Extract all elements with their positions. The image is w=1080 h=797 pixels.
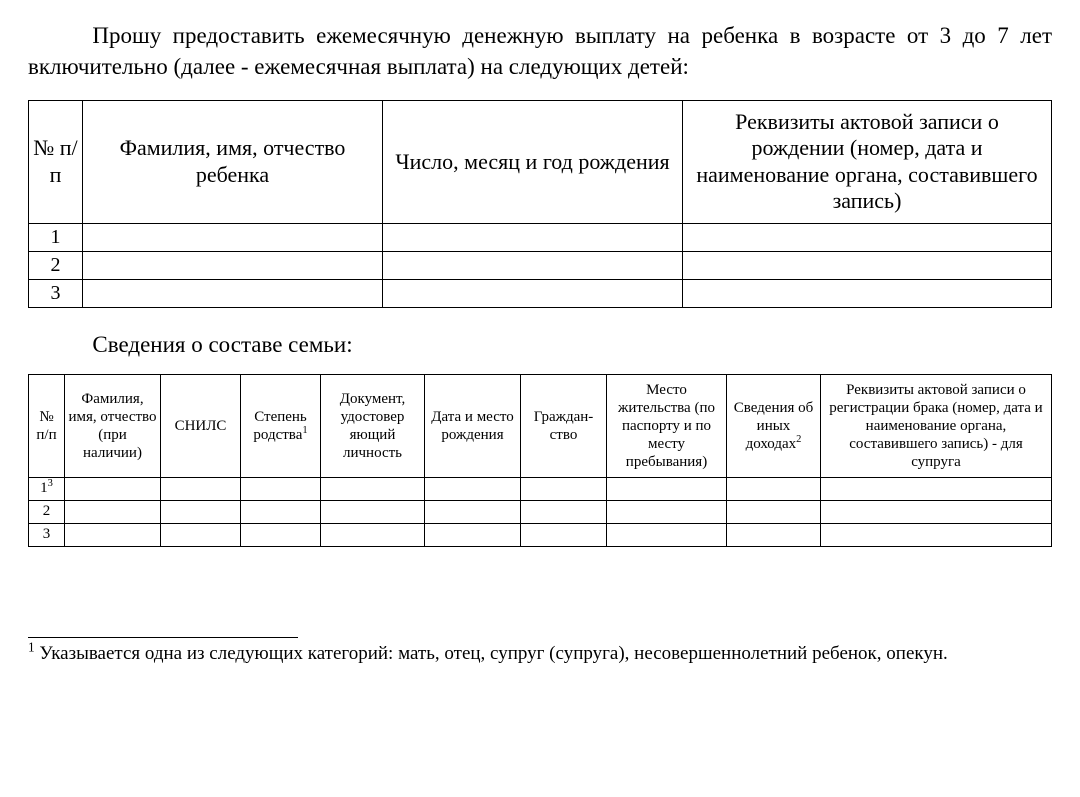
col-header-citizenship: Граждан-ство — [521, 374, 607, 477]
col-header-income: Сведения об иных доходах2 — [727, 374, 821, 477]
cell-fio — [83, 251, 383, 279]
intro-paragraph: Прошу предоставить ежемесячную денежную … — [28, 20, 1052, 82]
num-text: 3 — [43, 526, 51, 542]
cell-rec — [683, 251, 1052, 279]
cell-num: 13 — [29, 477, 65, 500]
cell — [161, 500, 241, 523]
cell — [727, 500, 821, 523]
footnote-text: Указывается одна из следующих категорий:… — [35, 643, 948, 664]
cell — [321, 477, 425, 500]
cell — [241, 477, 321, 500]
cell-num: 1 — [29, 223, 83, 251]
cell — [321, 500, 425, 523]
document-page: Прошу предоставить ежемесячную денежную … — [0, 0, 1080, 797]
table-row: 3 — [29, 523, 1052, 546]
cell — [521, 477, 607, 500]
table-header-row: № п/п Фамилия, имя, отчество (при наличи… — [29, 374, 1052, 477]
cell — [521, 500, 607, 523]
table-row: 13 — [29, 477, 1052, 500]
cell — [65, 477, 161, 500]
cell — [521, 523, 607, 546]
cell — [727, 523, 821, 546]
col-header-num: № п/п — [29, 374, 65, 477]
cell — [607, 523, 727, 546]
col-header-marriage: Реквизиты актовой записи о регистрации б… — [821, 374, 1052, 477]
table-header-row: № п/п Фамилия, имя, отчество ребенка Чис… — [29, 101, 1052, 224]
family-table: № п/п Фамилия, имя, отчество (при наличи… — [28, 374, 1052, 547]
col-header-fio: Фамилия, имя, отчество (при наличии) — [65, 374, 161, 477]
table-row: 2 — [29, 500, 1052, 523]
cell — [161, 477, 241, 500]
cell-num: 3 — [29, 279, 83, 307]
cell — [321, 523, 425, 546]
cell — [607, 477, 727, 500]
cell — [65, 523, 161, 546]
cell-dob — [383, 223, 683, 251]
col-header-dob: Дата и место рождения — [425, 374, 521, 477]
cell-rec — [683, 223, 1052, 251]
cell — [821, 523, 1052, 546]
footnote: 1 Указывается одна из следующих категори… — [28, 642, 1052, 666]
num-sup: 3 — [48, 478, 53, 489]
table-row: 2 — [29, 251, 1052, 279]
rel-text: Степень родства — [253, 409, 306, 443]
footnote-separator — [28, 637, 298, 638]
cell-fio — [83, 279, 383, 307]
cell — [727, 477, 821, 500]
cell — [821, 500, 1052, 523]
col-header-relation: Степень родства1 — [241, 374, 321, 477]
col-header-address: Место жительства (по паспорту и по месту… — [607, 374, 727, 477]
cell-num: 2 — [29, 500, 65, 523]
col-header-rec: Реквизиты актовой записи о рождении (ном… — [683, 101, 1052, 224]
cell-rec — [683, 279, 1052, 307]
family-section-title: Сведения о составе семьи: — [28, 332, 1052, 358]
cell — [161, 523, 241, 546]
footnote-marker: 1 — [28, 639, 35, 654]
cell-fio — [83, 223, 383, 251]
table-row: 3 — [29, 279, 1052, 307]
col-header-num: № п/п — [29, 101, 83, 224]
cell-dob — [383, 279, 683, 307]
cell — [607, 500, 727, 523]
col-header-snils: СНИЛС — [161, 374, 241, 477]
table-row: 1 — [29, 223, 1052, 251]
inc-sup: 2 — [796, 434, 801, 445]
cell-num: 3 — [29, 523, 65, 546]
intro-text: Прошу предоставить ежемесячную денежную … — [28, 20, 1052, 82]
cell-num: 2 — [29, 251, 83, 279]
cell — [821, 477, 1052, 500]
num-text: 2 — [43, 503, 51, 519]
num-text: 1 — [40, 480, 48, 496]
children-table: № п/п Фамилия, имя, отчество ребенка Чис… — [28, 100, 1052, 308]
cell — [65, 500, 161, 523]
cell-dob — [383, 251, 683, 279]
col-header-dob: Число, месяц и год рождения — [383, 101, 683, 224]
rel-sup: 1 — [302, 425, 307, 436]
col-header-document: Документ, удостовер яющий личность — [321, 374, 425, 477]
cell — [241, 523, 321, 546]
col-header-fio: Фамилия, имя, отчество ребенка — [83, 101, 383, 224]
cell — [425, 500, 521, 523]
cell — [425, 523, 521, 546]
cell — [425, 477, 521, 500]
cell — [241, 500, 321, 523]
